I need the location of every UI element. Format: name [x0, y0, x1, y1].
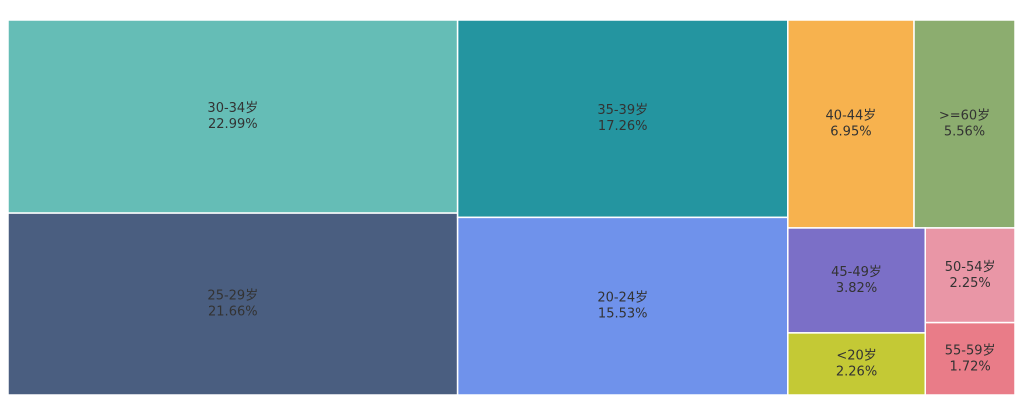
- treemap-cell: [456, 216, 789, 396]
- cell-value: 21.66%: [208, 305, 258, 320]
- cell-value: 6.95%: [830, 124, 871, 139]
- treemap-cell: [7, 212, 459, 396]
- cell-label: 40-44岁: [826, 108, 877, 123]
- cell-value: 3.82%: [836, 281, 877, 296]
- cell-label: >=60岁: [939, 108, 990, 123]
- treemap-cell: [456, 19, 789, 219]
- treemap-cell: [7, 19, 459, 214]
- cell-value: 15.53%: [598, 307, 648, 322]
- cell-label: 20-24岁: [597, 291, 648, 306]
- cell-value: 22.99%: [208, 117, 258, 132]
- cell-label: <20岁: [836, 348, 876, 363]
- cell-value: 5.56%: [944, 124, 985, 139]
- cell-value: 17.26%: [598, 119, 648, 134]
- treemap-cell: [913, 19, 1016, 229]
- cell-label: 35-39岁: [597, 103, 648, 118]
- cell-value: 1.72%: [949, 359, 990, 374]
- cell-label: 45-49岁: [831, 265, 882, 280]
- cell-label: 25-29岁: [207, 289, 258, 304]
- treemap-cell: [787, 332, 927, 396]
- cell-value: 2.26%: [836, 364, 877, 379]
- cell-label: 50-54岁: [945, 260, 996, 275]
- cell-label: 30-34岁: [207, 101, 258, 116]
- cell-value: 2.25%: [949, 276, 990, 291]
- treemap-cell: [924, 321, 1016, 396]
- treemap-cell: [787, 19, 915, 229]
- cell-label: 55-59岁: [945, 343, 996, 358]
